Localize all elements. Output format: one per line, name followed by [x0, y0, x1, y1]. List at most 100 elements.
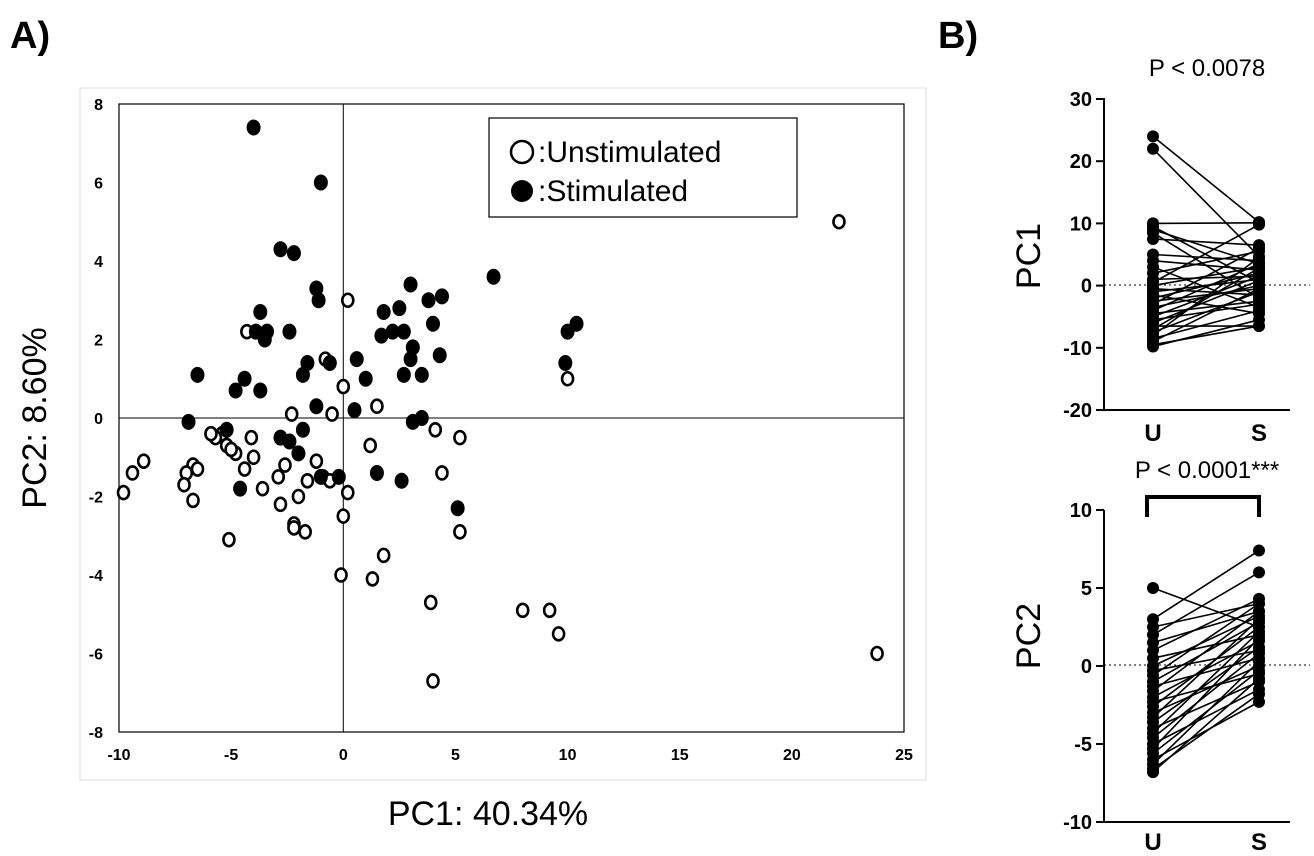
stimulated-point: [394, 472, 409, 489]
stimulated-point: [253, 382, 268, 399]
pc1-pair-line: [1152, 256, 1260, 337]
pc1-pair-line: [1152, 238, 1260, 246]
pc1-pair-line: [1152, 309, 1260, 340]
stimulated-point: [246, 119, 261, 136]
stimulated-point: [190, 366, 205, 383]
stimulated-point: [396, 323, 411, 340]
pc2-pair-line: [1152, 549, 1260, 620]
stimulated-point: [286, 245, 301, 262]
y-tick-label: 8: [94, 97, 103, 114]
y-tick-label: 2: [94, 333, 103, 350]
stimulated-point: [347, 402, 362, 419]
pc1-s-point: [1253, 282, 1265, 295]
pc1-y-tick-label: 30: [1070, 89, 1092, 111]
pc1-p-value: P < 0.0078: [1149, 55, 1265, 82]
unstimulated-point: [334, 567, 348, 583]
pc2-y-tick-label: 5: [1081, 578, 1092, 600]
stimulated-point: [349, 351, 364, 368]
pc1-pair-line: [1152, 135, 1260, 223]
unstimulated-point: [244, 429, 259, 446]
pc1-pair-line: [1152, 148, 1260, 257]
unstimulated-point: [376, 547, 391, 564]
legend-label-unstimulated: :Unstimulated: [538, 136, 721, 169]
unstimulated-point: [300, 472, 315, 489]
unstimulated-point: [336, 378, 351, 395]
pc2-pair-line: [1152, 602, 1260, 677]
legend-open-circle-marker: [509, 139, 535, 165]
chart-outer-frame: [79, 87, 927, 781]
panel-b-label: B): [938, 15, 978, 57]
unstimulated-point: [428, 421, 443, 438]
pc2-pair-line: [1152, 660, 1260, 765]
unstimulated-point: [246, 449, 261, 466]
pc1-u-point: [1147, 340, 1159, 353]
pc1-y-ticks: 30 20 10 0 -10 -20: [1063, 89, 1104, 422]
pc1-pair-line: [1152, 294, 1260, 315]
y-tick-label: 0: [94, 411, 103, 428]
unstimulated-point: [291, 488, 306, 505]
stimulated-point: [414, 366, 429, 383]
pc1-y-tick-label: 10: [1070, 213, 1092, 235]
pc2-category-u: U: [1144, 829, 1161, 856]
unstimulated-point: [273, 496, 288, 513]
stimulated-point: [309, 398, 324, 415]
pc2-pair-line: [1152, 665, 1260, 714]
unstimulated-point: [426, 673, 440, 689]
stimulated-point: [257, 331, 272, 348]
pc1-y-tick-label: 20: [1070, 151, 1092, 173]
legend-box: [488, 117, 798, 218]
pc1-s-point: [1253, 304, 1265, 317]
pc1-pair-line: [1152, 259, 1260, 271]
unstimulated-point: [284, 406, 299, 422]
pc2-pair-line: [1152, 677, 1260, 773]
pc2-pair-line: [1152, 634, 1260, 659]
stimulated-point: [331, 468, 346, 485]
pc2-s-point: [1253, 544, 1265, 557]
pc2-y-tick-label: 0: [1081, 656, 1092, 678]
y-tick-label: 6: [94, 176, 103, 193]
y-tick-label: -6: [89, 647, 103, 664]
pc2-paired-lines: [1147, 544, 1265, 779]
significance-bracket: [1145, 495, 1261, 517]
x-tick-labels: -10 -5 0 5 10 15 20 25: [107, 747, 913, 764]
pc2-pair-line: [1152, 598, 1260, 652]
stimulated-point: [369, 464, 384, 481]
y-axis-title: PC2: 8.60%: [16, 327, 54, 508]
pc2-pair-line: [1152, 657, 1260, 688]
pc1-category-u: U: [1144, 420, 1161, 447]
stimulated-point: [313, 174, 328, 191]
stimulated-point: [558, 355, 573, 372]
pc1-pair-line: [1152, 228, 1260, 265]
pc1-pair-line: [1152, 319, 1260, 348]
pc2-pair-line: [1152, 610, 1260, 644]
pc2-s-point: [1253, 566, 1265, 579]
pc1-s-point: [1253, 262, 1265, 275]
pc2-pair-line: [1152, 646, 1260, 723]
pc2-y-tick-label: -10: [1063, 812, 1092, 834]
unstimulated-point: [222, 531, 236, 548]
y-tick-labels: 8 6 4 2 0 -2 -4 -6 -8: [89, 97, 103, 742]
pc2-s-point: [1253, 613, 1265, 626]
stimulated-point: [376, 304, 391, 321]
unstimulated-point: [453, 524, 467, 540]
stimulated-point: [295, 421, 310, 438]
unstimulated-point: [325, 406, 339, 422]
x-tick-label: -10: [107, 747, 130, 764]
scatter-points: [116, 119, 884, 689]
pc2-y-tick-label: -5: [1074, 734, 1092, 756]
stimulated-point: [322, 355, 337, 372]
panel-a-label: A): [10, 15, 50, 57]
x-tick-label: 20: [783, 747, 801, 764]
pc1-s-point: [1253, 242, 1265, 255]
pc1-paired-lines: [1147, 130, 1265, 353]
pc2-u-point: [1147, 766, 1159, 779]
stimulated-point: [403, 351, 418, 368]
unstimulated-point: [515, 602, 530, 619]
pc1-u-point: [1147, 142, 1159, 155]
stimulated-point: [434, 288, 449, 305]
pc1-pair-line: [1152, 250, 1260, 274]
pc2-s-point: [1253, 655, 1265, 668]
unstimulated-point: [560, 370, 575, 387]
unstimulated-point: [365, 571, 380, 587]
unstimulated-point: [255, 480, 270, 497]
